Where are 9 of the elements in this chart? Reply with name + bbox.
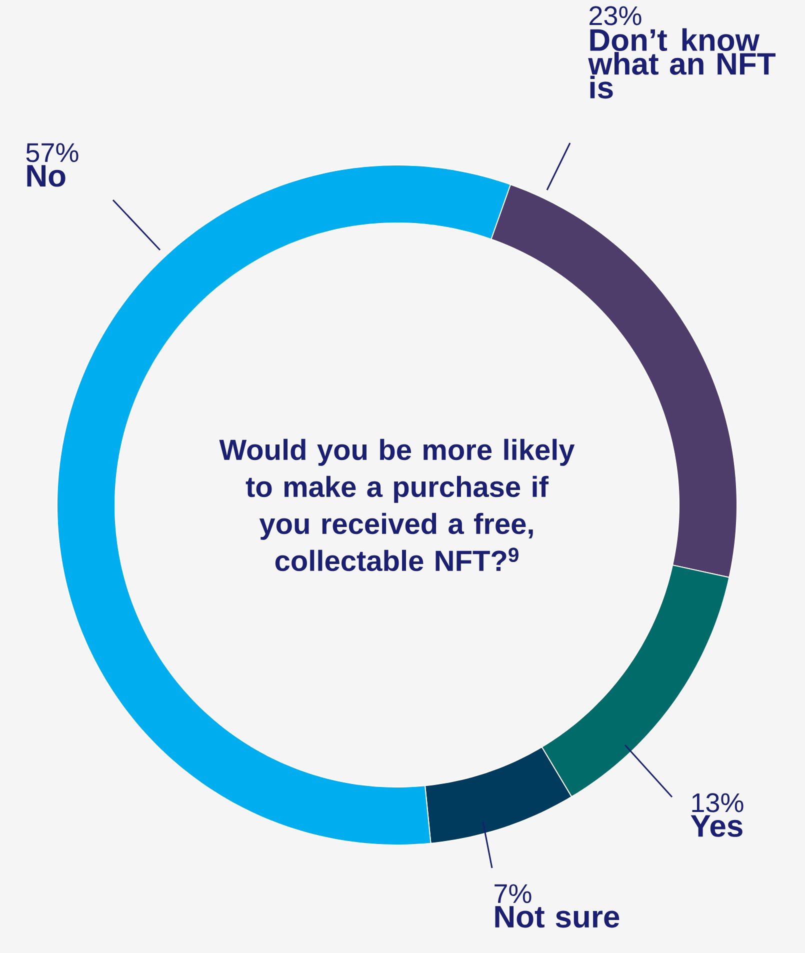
data-label: 13%	[692, 793, 744, 812]
text: Would you be more likely to make a purchase if you received a free, collectable NFT?$^{9}$	[219, 438, 575, 572]
data-label: 57%	[26, 143, 78, 162]
slice-label: Not sure	[495, 906, 620, 928]
data-label: 7%	[494, 884, 532, 904]
data-label: 23%	[590, 6, 642, 26]
slice-label: No	[27, 165, 66, 187]
slice-label: Yes	[690, 815, 742, 837]
slice-label: Don’t know what an NFT is	[588, 28, 776, 99]
